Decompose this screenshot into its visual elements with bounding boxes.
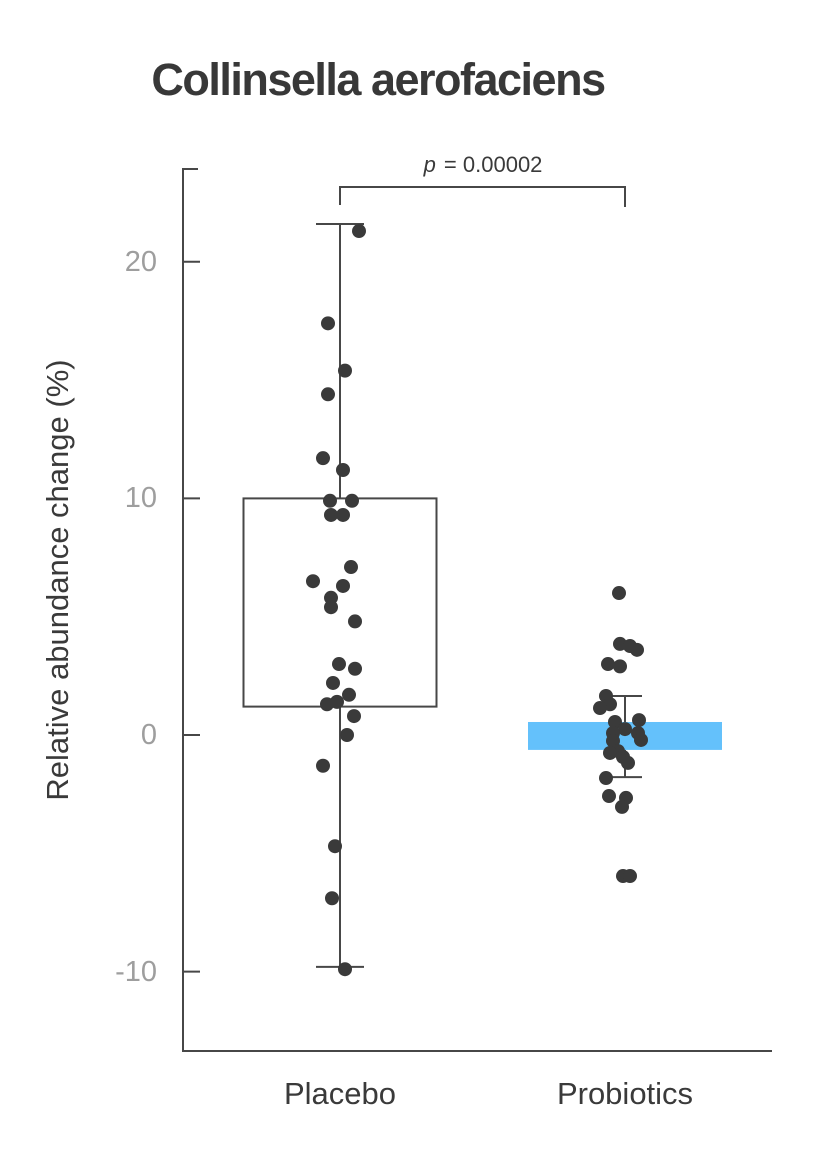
data-point (593, 701, 607, 716)
data-point (601, 657, 615, 672)
data-point (623, 869, 637, 884)
data-point (612, 586, 626, 601)
data-point (316, 451, 330, 466)
data-point (630, 642, 644, 657)
data-point (603, 745, 617, 760)
data-point (336, 507, 350, 522)
data-point (325, 891, 339, 906)
axes-line (182, 168, 772, 1052)
data-point (348, 661, 362, 676)
x-category-label-placebo: Placebo (283, 1076, 397, 1111)
data-point (348, 614, 362, 629)
data-point (316, 758, 330, 773)
p-value-label: p = 0.00002 (424, 152, 543, 178)
data-point (323, 493, 337, 508)
data-point (326, 675, 340, 690)
y-tick-label: 0 (140, 719, 157, 751)
data-point (632, 713, 646, 728)
data-point (342, 687, 356, 702)
data-point (306, 574, 320, 589)
data-point (602, 789, 616, 804)
data-point (328, 839, 342, 854)
y-tick-label: 10 (124, 482, 157, 515)
y-tick-label: 20 (124, 245, 157, 278)
data-point (340, 728, 354, 742)
data-point (347, 709, 361, 724)
data-point (321, 387, 335, 402)
data-point (621, 755, 635, 770)
data-point (321, 316, 335, 331)
significance-bracket (339, 186, 626, 207)
data-point (332, 657, 346, 672)
data-point (608, 714, 622, 729)
data-point (320, 697, 334, 712)
data-point (324, 600, 338, 615)
data-point (345, 493, 359, 508)
data-point (336, 463, 350, 478)
data-point (613, 659, 627, 674)
placebo-box (242, 497, 438, 708)
data-point (344, 560, 358, 575)
p-symbol: p (423, 152, 436, 177)
data-point (336, 578, 350, 593)
p-value-text: = 0.00002 (437, 152, 543, 177)
y-tick-label: -10 (115, 955, 157, 988)
data-point (338, 962, 352, 977)
data-point (338, 363, 352, 378)
chart-title: Collinsella aerofaciens (151, 54, 606, 105)
data-point (615, 799, 629, 814)
x-category-label-probiotics: Probiotics (556, 1076, 694, 1111)
data-point (599, 771, 613, 786)
data-point (634, 732, 648, 747)
data-point (324, 507, 338, 522)
data-point (352, 224, 366, 239)
data-point (618, 722, 632, 737)
